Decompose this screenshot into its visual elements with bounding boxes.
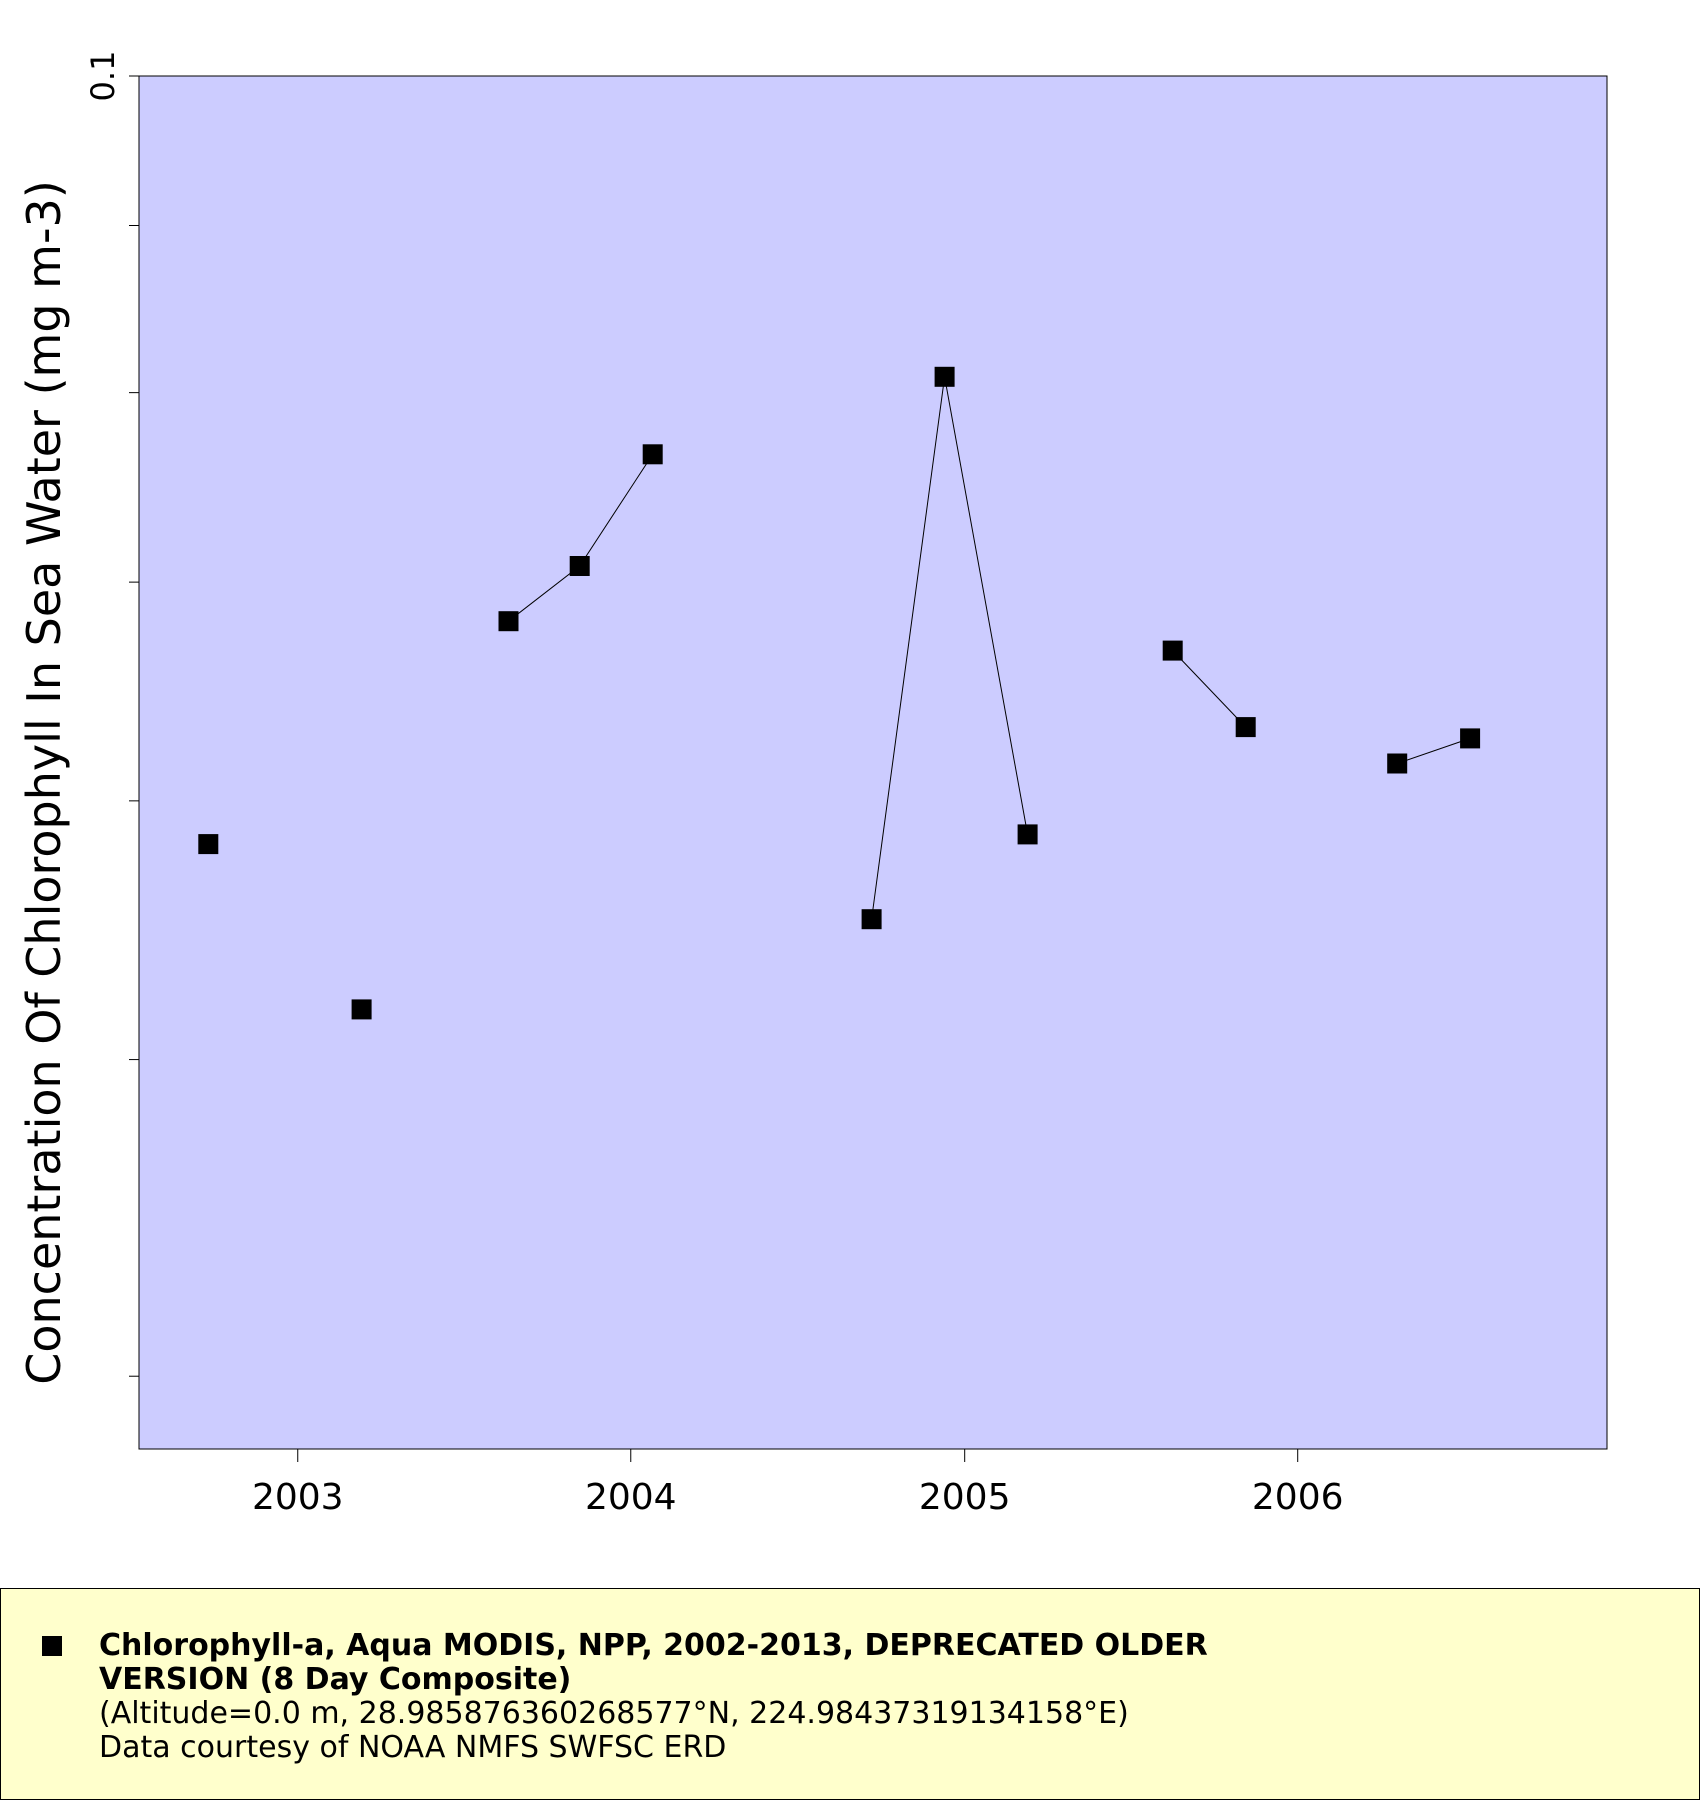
data-point bbox=[1162, 640, 1183, 661]
data-point bbox=[861, 909, 882, 930]
data-point bbox=[1460, 728, 1481, 749]
y-axis: 0.1 bbox=[84, 51, 139, 1377]
legend-marker-square bbox=[42, 1636, 62, 1656]
legend-title-line1: Chlorophyll-a, Aqua MODIS, NPP, 2002-201… bbox=[99, 1628, 1208, 1663]
series-line-segment bbox=[1172, 650, 1247, 728]
data-point bbox=[1235, 717, 1256, 738]
legend-title-line2: VERSION (8 Day Composite) bbox=[99, 1662, 572, 1697]
plot-area bbox=[138, 75, 1608, 1450]
chart: 0.1 2003 2004 2005 2006 Concentration Of Ch… bbox=[17, 51, 1608, 1518]
data-point bbox=[934, 366, 955, 387]
y-axis-label: Concentration Of Chlorophyll In Sea Wate… bbox=[17, 180, 71, 1385]
series-points bbox=[198, 366, 1481, 1020]
data-point bbox=[1017, 824, 1038, 845]
y-tick-label: 0.1 bbox=[84, 51, 122, 102]
data-point bbox=[642, 444, 663, 465]
data-point bbox=[1387, 753, 1408, 774]
series-line-segment bbox=[1397, 737, 1471, 764]
data-point bbox=[569, 556, 590, 576]
data-point bbox=[198, 834, 219, 855]
x-tick-label: 2004 bbox=[585, 1477, 677, 1518]
x-tick-label: 2005 bbox=[919, 1477, 1011, 1518]
legend-text: Chlorophyll-a, Aqua MODIS, NPP, 2002-201… bbox=[99, 1629, 1208, 1765]
legend-location: (Altitude=0.0 m, 28.985876360268577°N, 2… bbox=[99, 1696, 1129, 1731]
legend: Chlorophyll-a, Aqua MODIS, NPP, 2002-201… bbox=[0, 1588, 1700, 1800]
x-tick-label: 2006 bbox=[1252, 1477, 1344, 1518]
x-axis: 2003 2004 2005 2006 bbox=[252, 1449, 1344, 1518]
data-point bbox=[351, 999, 372, 1020]
data-point bbox=[498, 611, 519, 632]
x-tick-label: 2003 bbox=[252, 1477, 344, 1518]
legend-credit: Data courtesy of NOAA NMFS SWFSC ERD bbox=[99, 1730, 727, 1765]
